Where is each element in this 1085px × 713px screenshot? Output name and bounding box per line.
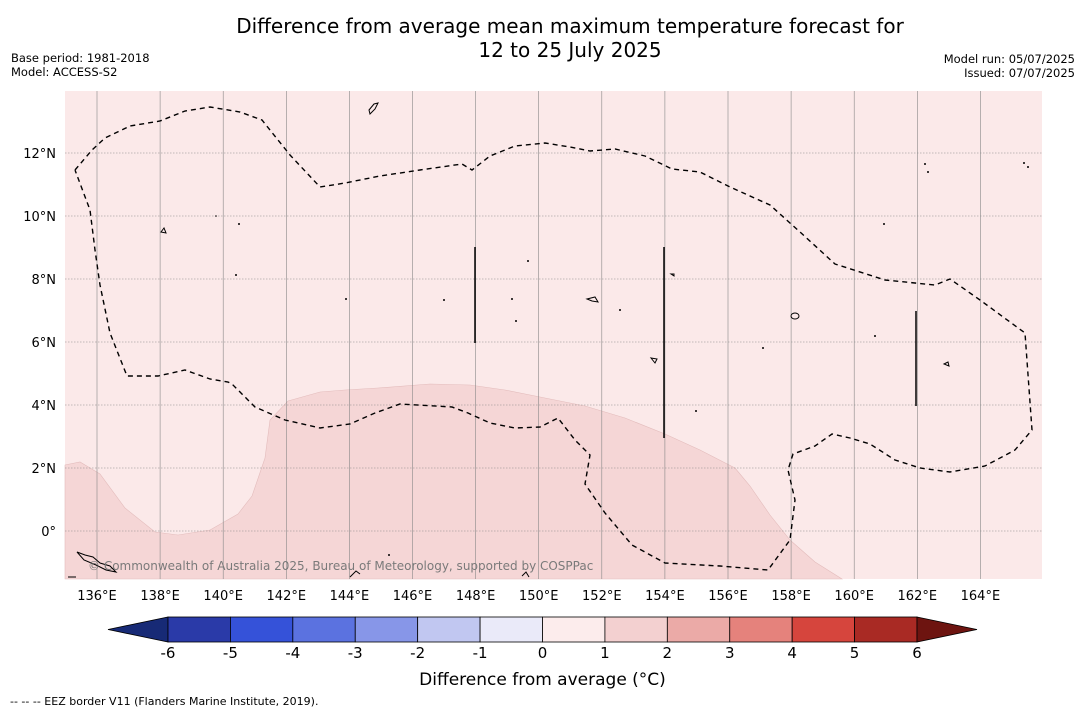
colorbar-extend-low (107, 616, 169, 643)
y-tick-labels: 12°N 10°N 8°N 6°N 4°N 2°N 0° (23, 147, 56, 540)
y-tick-label: 0° (41, 525, 56, 540)
model-run-text: Model run: 05/07/2025 (943, 52, 1075, 66)
model-text: Model: ACCESS-S2 (11, 65, 118, 79)
x-tick-label: 148°E (456, 589, 496, 604)
eez-border (74, 106, 1033, 571)
base-period-text: Base period: 1981-2018 (11, 51, 150, 65)
colorbar-segment (854, 616, 918, 643)
colorbar-tick-label: -1 (473, 644, 488, 662)
colorbar-tick-label: 6 (912, 644, 922, 662)
colorbar-tick-label: -5 (223, 644, 238, 662)
x-tick-label: 150°E (519, 589, 559, 604)
attribution-text: © Commonwealth of Australia 2025, Bureau… (88, 559, 593, 573)
anomaly-region-1-2 (64, 383, 844, 580)
colorbar-tick-label: 1 (600, 644, 610, 662)
colorbar-tick-label: -2 (410, 644, 425, 662)
x-tick-label: 156°E (708, 589, 748, 604)
x-tick-labels: 136°E 138°E 140°E 142°E 144°E 146°E 148°E 150°E… (77, 589, 1000, 604)
x-tick-label: 160°E (834, 589, 874, 604)
colorbar-segment (666, 616, 731, 643)
colorbar-title: Difference from average (°C) (419, 670, 666, 690)
y-tick-label: 8°N (32, 273, 57, 288)
colorbar-tick-label: -3 (348, 644, 363, 662)
colorbar-tick-label: 0 (538, 644, 548, 662)
islets (215, 162, 1029, 556)
footnote-text: -- -- -- EEZ border V11 (Flanders Marine… (10, 695, 319, 708)
colorbar-tick-label: -6 (161, 644, 176, 662)
x-tick-label: 158°E (771, 589, 811, 604)
colorbar-tick-label: -4 (285, 644, 300, 662)
colorbar-segment (729, 616, 793, 643)
islands (68, 102, 950, 578)
y-tick-label: 12°N (23, 147, 56, 162)
colorbar-tick-label: 5 (850, 644, 860, 662)
colorbar-segment (417, 616, 481, 643)
y-tick-label: 2°N (32, 462, 57, 477)
x-tick-label: 164°E (961, 589, 1001, 604)
x-tick-label: 142°E (267, 589, 307, 604)
colorbar-segment (167, 616, 231, 643)
x-tick-label: 144°E (330, 589, 370, 604)
colorbar-segment (542, 616, 606, 643)
colorbar-segment (604, 616, 668, 643)
colorbar-tick-label: 2 (663, 644, 673, 662)
meta-left: Base period: 1981-2018 Model: ACCESS-S2 (11, 51, 150, 79)
title-line-2: 12 to 25 July 2025 (478, 38, 662, 62)
x-tick-label: 136°E (77, 589, 117, 604)
x-tick-label: 146°E (393, 589, 433, 604)
x-tick-label: 152°E (582, 589, 622, 604)
colorbar-tick-label: 3 (725, 644, 735, 662)
colorbar: -6 -5 -4 -3 -2 -1 0 1 2 3 4 5 6 (107, 616, 978, 662)
y-tick-label: 6°N (32, 336, 57, 351)
colorbar-segment (479, 616, 543, 643)
x-tick-label: 162°E (898, 589, 938, 604)
issued-text: Issued: 07/07/2025 (964, 66, 1075, 80)
colorbar-segment (292, 616, 356, 643)
chart-title: Difference from average mean maximum tem… (0, 14, 1085, 62)
colorbar-extend-high (916, 616, 978, 643)
y-tick-label: 10°N (23, 210, 56, 225)
y-tick-label: 4°N (32, 399, 57, 414)
x-tick-label: 138°E (140, 589, 180, 604)
colorbar-segment (354, 616, 419, 643)
colorbar-tick-label: 4 (787, 644, 797, 662)
meta-right: Model run: 05/07/2025 Issued: 07/07/2025 (944, 52, 1075, 80)
title-line-1: Difference from average mean maximum tem… (236, 14, 904, 38)
colorbar-segment (791, 616, 855, 643)
x-tick-label: 154°E (645, 589, 685, 604)
colorbar-segment (230, 616, 294, 643)
x-tick-label: 140°E (203, 589, 243, 604)
